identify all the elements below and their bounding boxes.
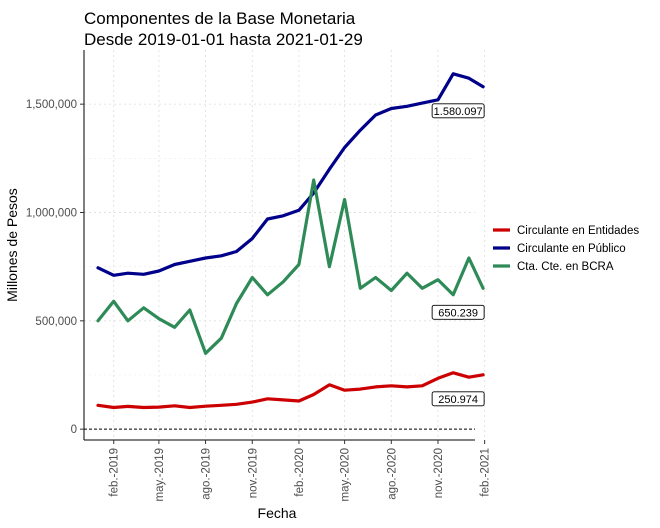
annotation-label-2: 650.239 xyxy=(438,307,478,319)
x-tick-label: may.-2019 xyxy=(154,448,166,501)
series-line-1 xyxy=(96,371,485,410)
series-line-3 xyxy=(96,178,485,355)
annotation-box-3 xyxy=(431,391,485,407)
legend-label-2: Circulante en Público xyxy=(517,243,626,255)
annotations: 1.580.097 650.239 250.974 xyxy=(431,103,485,407)
x-tick-label: feb.-2019 xyxy=(109,448,121,497)
x-tick-label: feb.-2020 xyxy=(294,448,306,497)
series-group xyxy=(96,72,485,410)
chart-title-line-2: Desde 2019-01-01 hasta 2021-01-29 xyxy=(84,30,363,49)
x-tick-label: ago.-2020 xyxy=(386,448,398,500)
legend: Circulante en Entidades Circulante en Púb… xyxy=(493,225,639,273)
x-tick-label: may.-2020 xyxy=(340,448,352,501)
y-axis-title: Millones de Pesos xyxy=(4,188,20,302)
y-tick-label: 0 xyxy=(71,424,77,436)
annotation-box-2 xyxy=(431,304,485,320)
annotation-label-3: 250.974 xyxy=(438,394,478,406)
axes: 0 500,000 1,000,000 1,500,000 feb.-2019 may.-… xyxy=(26,50,492,501)
series-line-2 xyxy=(96,72,485,277)
x-axis-title: Fecha xyxy=(258,505,297,521)
legend-label-3: Cta. Cte. en BCRA xyxy=(517,261,614,273)
annotation-box-1 xyxy=(431,103,485,119)
grid xyxy=(84,50,486,440)
y-tick-label: 1,000,000 xyxy=(26,208,77,220)
y-tick-label: 1,500,000 xyxy=(26,99,77,111)
y-tick-label: 500,000 xyxy=(35,316,77,328)
legend-label-1: Circulante en Entidades xyxy=(517,225,639,237)
x-tick-label: nov.-2020 xyxy=(433,448,445,498)
x-tick-label: feb.-2021 xyxy=(480,448,492,497)
x-tick-label: nov.-2019 xyxy=(247,448,259,498)
annotation-label-1: 1.580.097 xyxy=(434,106,483,118)
chart-title-line-1: Componentes de la Base Monetaria xyxy=(84,9,356,28)
x-tick-label: ago.-2019 xyxy=(201,448,213,500)
